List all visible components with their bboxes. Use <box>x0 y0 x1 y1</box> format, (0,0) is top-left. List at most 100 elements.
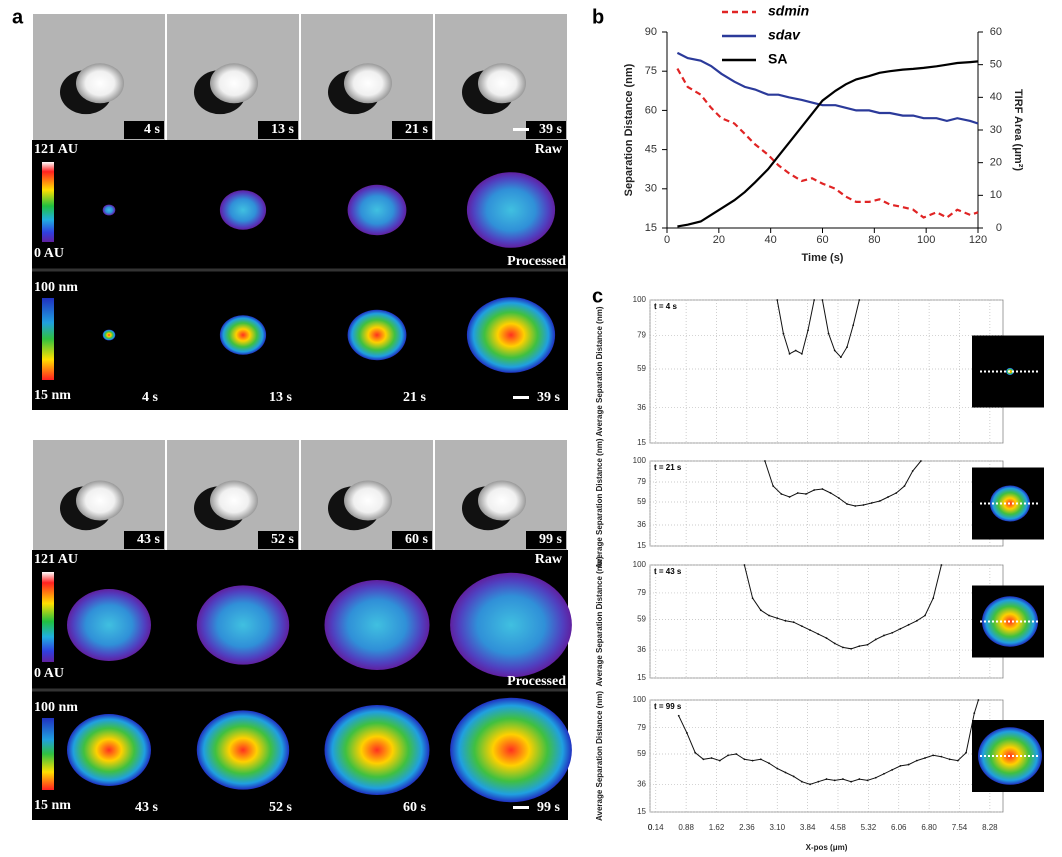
y2-tick-label: 60 <box>990 26 1002 38</box>
x-tick-label: 120 <box>969 234 987 246</box>
point <box>825 778 828 780</box>
cell-bright <box>76 480 124 521</box>
point <box>776 299 779 301</box>
y-tick-label: 36 <box>637 779 646 788</box>
y-tick-label: 36 <box>637 403 646 412</box>
time-label: 60 s <box>405 532 429 547</box>
axes <box>666 32 979 229</box>
point <box>743 564 746 566</box>
point <box>854 505 857 507</box>
point <box>850 780 853 783</box>
y2-tick-label: 40 <box>990 91 1002 103</box>
raw-label: Raw <box>535 142 563 157</box>
plot-frame <box>649 564 1004 679</box>
time-label-bg <box>258 121 298 139</box>
panel-a: 4 s 13 s 21 s 39 s 4 s 13 s 21 s 39 s Raw Process… <box>32 14 572 820</box>
y-tick-label: 59 <box>637 749 646 758</box>
point <box>817 633 820 636</box>
time-label: 4 s <box>142 390 159 405</box>
point <box>852 324 855 327</box>
y-tick-label: 15 <box>637 673 646 682</box>
x-tick-label: 60 <box>816 234 828 246</box>
plot-frame <box>649 460 1004 547</box>
point <box>821 488 824 490</box>
point <box>924 614 926 617</box>
point <box>977 699 980 701</box>
x-tick-label: 3.84 <box>800 823 816 832</box>
point <box>932 597 935 600</box>
series-line <box>764 460 922 507</box>
y-tick-label: 59 <box>637 497 646 506</box>
y-axis-label: Average Separation Distance (nm) <box>595 691 604 821</box>
point <box>809 629 811 632</box>
point <box>784 771 787 774</box>
processed-cell <box>196 710 290 790</box>
x-tick-label: 0.88 <box>678 823 694 832</box>
point <box>735 753 738 755</box>
processed-scale-min: 15 nm <box>34 798 71 813</box>
x-tick-label: 4.58 <box>830 823 846 832</box>
time-label-bg <box>124 121 164 139</box>
charts: 15 30 45 60 75 90 0 20 40 60 80 100 120 0 10 20 30 40 50 60… <box>595 3 1044 852</box>
point <box>727 754 729 757</box>
point <box>792 775 795 778</box>
point <box>751 597 754 600</box>
point <box>842 646 844 649</box>
point <box>899 764 902 767</box>
y-tick-label: 36 <box>637 645 646 654</box>
legend-label: sdmin <box>768 3 809 19</box>
point <box>677 714 680 717</box>
point <box>825 637 828 640</box>
point <box>833 349 836 352</box>
x-axis-label: X-pos (μm) <box>806 843 848 852</box>
processed-cell <box>219 315 267 355</box>
x-tick-label: 0.14 <box>648 823 664 832</box>
point <box>858 299 861 301</box>
time-label: 99 s <box>537 800 561 815</box>
point <box>780 493 783 495</box>
point <box>792 621 795 624</box>
series-line <box>676 68 979 219</box>
y2-axis-label: TIRF Area (μm²) <box>1012 89 1024 171</box>
processed-colorbar <box>42 298 54 380</box>
point <box>694 751 697 754</box>
scale-bar <box>513 806 529 809</box>
y-tick-label: 15 <box>637 541 646 550</box>
processed-cell <box>466 297 556 373</box>
point <box>776 767 779 770</box>
point <box>788 352 791 355</box>
point <box>796 492 799 494</box>
time-label: 99 s <box>539 532 563 547</box>
y-tick-label: 59 <box>637 615 646 624</box>
point <box>772 485 775 487</box>
point <box>839 356 842 359</box>
point <box>956 759 959 762</box>
processed-cell <box>450 697 572 803</box>
point <box>768 614 770 617</box>
point <box>866 643 869 646</box>
x-tick-label: 0 <box>648 823 653 832</box>
x-tick-label: 2.36 <box>739 823 755 832</box>
point <box>940 564 943 566</box>
x-tick-label: 20 <box>713 234 725 246</box>
point <box>932 754 935 757</box>
cell-bright <box>344 63 392 104</box>
y2-tick-label: 10 <box>990 189 1002 201</box>
point <box>807 329 809 332</box>
point <box>920 460 922 462</box>
point <box>743 758 746 761</box>
point <box>924 757 926 759</box>
point <box>850 647 853 650</box>
x-tick-label: 6.06 <box>891 823 907 832</box>
point <box>751 759 754 762</box>
point <box>874 638 877 641</box>
point <box>891 631 894 634</box>
point <box>895 492 898 494</box>
point <box>874 776 877 779</box>
point <box>846 503 848 505</box>
x-tick-label: 8.28 <box>982 823 998 832</box>
point <box>800 352 803 355</box>
point <box>842 778 844 780</box>
cell-bright <box>210 480 258 521</box>
